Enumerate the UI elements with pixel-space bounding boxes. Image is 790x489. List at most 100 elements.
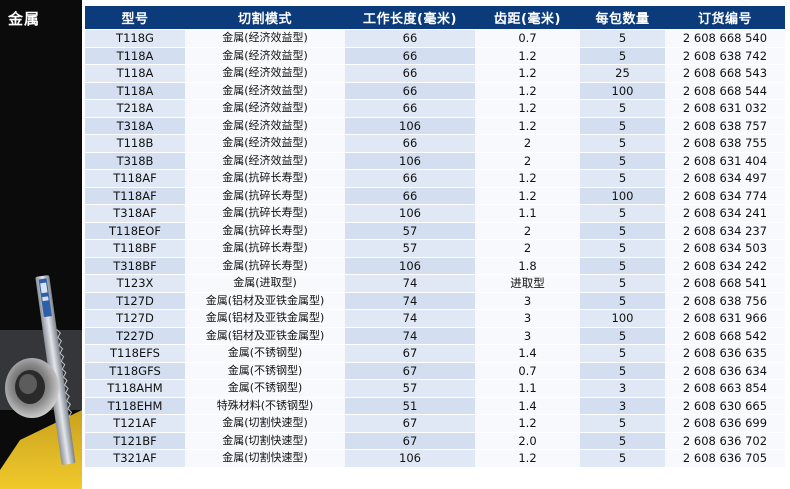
header-order-number: 订货编号 <box>665 6 785 29</box>
header-working-length: 工作长度(毫米) <box>345 6 475 29</box>
working-length-cell: 106 <box>345 117 475 134</box>
tooth-pitch-cell: 0.7 <box>475 362 580 379</box>
order-number-cell: 2 608 634 774 <box>665 187 785 204</box>
model-cell: T321AF <box>85 450 185 467</box>
model-cell: T318A <box>85 117 185 134</box>
pack-quantity-cell: 5 <box>580 135 665 152</box>
cutting-mode-cell: 金属(经济效益型) <box>185 82 345 99</box>
product-table-container: 型号 切割模式 工作长度(毫米) 齿距(毫米) 每包数量 订货编号 T118G 金… <box>85 5 785 485</box>
table-row: T318B 金属(经济效益型) 106 2 5 2 608 631 404 <box>85 152 785 169</box>
pack-quantity-cell: 5 <box>580 257 665 274</box>
model-cell: T118EHM <box>85 397 185 414</box>
cutting-mode-cell: 金属(经济效益型) <box>185 65 345 82</box>
header-pack-quantity: 每包数量 <box>580 6 665 29</box>
cutting-mode-cell: 金属(经济效益型) <box>185 30 345 47</box>
order-number-cell: 2 608 634 241 <box>665 205 785 222</box>
table-row: T118A 金属(经济效益型) 66 1.2 100 2 608 668 544 <box>85 82 785 99</box>
cutting-mode-cell: 金属(铝材及亚铁金属型) <box>185 292 345 309</box>
order-number-cell: 2 608 638 755 <box>665 135 785 152</box>
working-length-cell: 74 <box>345 292 475 309</box>
header-tooth-pitch: 齿距(毫米) <box>475 6 580 29</box>
order-number-cell: 2 608 636 699 <box>665 415 785 432</box>
pack-quantity-cell: 3 <box>580 397 665 414</box>
tooth-pitch-cell: 0.7 <box>475 30 580 47</box>
order-number-cell: 2 608 636 705 <box>665 450 785 467</box>
tooth-pitch-cell: 3 <box>475 310 580 327</box>
tooth-pitch-cell: 2 <box>475 135 580 152</box>
working-length-cell: 66 <box>345 65 475 82</box>
model-cell: T118EOF <box>85 222 185 239</box>
model-cell: T118AF <box>85 170 185 187</box>
order-number-cell: 2 608 634 497 <box>665 170 785 187</box>
order-number-cell: 2 608 636 634 <box>665 362 785 379</box>
working-length-cell: 106 <box>345 152 475 169</box>
cutting-mode-cell: 金属(不锈钢型) <box>185 380 345 397</box>
tooth-pitch-cell: 1.4 <box>475 345 580 362</box>
tooth-pitch-cell: 1.2 <box>475 82 580 99</box>
working-length-cell: 67 <box>345 415 475 432</box>
cutting-mode-cell: 金属(抗碎长寿型) <box>185 170 345 187</box>
order-number-cell: 2 608 668 543 <box>665 65 785 82</box>
cutting-mode-cell: 金属(切割快速型) <box>185 432 345 449</box>
tooth-pitch-cell: 1.2 <box>475 65 580 82</box>
table-row: T118G 金属(经济效益型) 66 0.7 5 2 608 668 540 <box>85 30 785 47</box>
pack-quantity-cell: 5 <box>580 415 665 432</box>
model-cell: T121BF <box>85 432 185 449</box>
model-cell: T118A <box>85 82 185 99</box>
table-row: T121BF 金属(切割快速型) 67 2.0 5 2 608 636 702 <box>85 432 785 449</box>
model-cell: T218A <box>85 100 185 117</box>
working-length-cell: 67 <box>345 345 475 362</box>
tooth-pitch-cell: 2 <box>475 152 580 169</box>
order-number-cell: 2 608 634 503 <box>665 240 785 257</box>
order-number-cell: 2 608 631 404 <box>665 152 785 169</box>
model-cell: T127D <box>85 310 185 327</box>
table-row: T123X 金属(进取型) 74 进取型 5 2 608 668 541 <box>85 275 785 292</box>
pack-quantity-cell: 5 <box>580 222 665 239</box>
order-number-cell: 2 608 668 542 <box>665 327 785 344</box>
pack-quantity-cell: 5 <box>580 47 665 64</box>
cutting-mode-cell: 金属(不锈钢型) <box>185 362 345 379</box>
working-length-cell: 51 <box>345 397 475 414</box>
side-image-panel: 金属 <box>0 0 82 489</box>
cutting-mode-cell: 金属(抗碎长寿型) <box>185 257 345 274</box>
cutting-mode-cell: 金属(经济效益型) <box>185 47 345 64</box>
table-row: T118AF 金属(抗碎长寿型) 66 1.2 5 2 608 634 497 <box>85 170 785 187</box>
cutting-mode-cell: 金属(进取型) <box>185 275 345 292</box>
cutting-mode-cell: 金属(铝材及亚铁金属型) <box>185 327 345 344</box>
tooth-pitch-cell: 3 <box>475 292 580 309</box>
model-cell: T318BF <box>85 257 185 274</box>
cutting-mode-cell: 金属(切割快速型) <box>185 415 345 432</box>
cutting-mode-cell: 金属(经济效益型) <box>185 100 345 117</box>
header-cutting-mode: 切割模式 <box>185 6 345 29</box>
table-body: T118G 金属(经济效益型) 66 0.7 5 2 608 668 540 T118A 金属… <box>85 30 785 467</box>
pack-quantity-cell: 5 <box>580 240 665 257</box>
tooth-pitch-cell: 1.8 <box>475 257 580 274</box>
table-row: T118A 金属(经济效益型) 66 1.2 5 2 608 638 742 <box>85 47 785 64</box>
model-cell: T318B <box>85 152 185 169</box>
pack-quantity-cell: 5 <box>580 30 665 47</box>
table-row: T118B 金属(经济效益型) 66 2 5 2 608 638 755 <box>85 135 785 152</box>
pack-quantity-cell: 5 <box>580 327 665 344</box>
table-row: T118A 金属(经济效益型) 66 1.2 25 2 608 668 543 <box>85 65 785 82</box>
model-cell: T118EFS <box>85 345 185 362</box>
table-row: T127D 金属(铝材及亚铁金属型) 74 3 100 2 608 631 966 <box>85 310 785 327</box>
cutting-mode-cell: 金属(铝材及亚铁金属型) <box>185 310 345 327</box>
pack-quantity-cell: 100 <box>580 82 665 99</box>
working-length-cell: 57 <box>345 240 475 257</box>
tooth-pitch-cell: 1.2 <box>475 117 580 134</box>
section-title: 金属 <box>8 10 41 28</box>
cutting-mode-cell: 金属(不锈钢型) <box>185 345 345 362</box>
table-row: T227D 金属(铝材及亚铁金属型) 74 3 5 2 608 668 542 <box>85 327 785 344</box>
order-number-cell: 2 608 663 854 <box>665 380 785 397</box>
table-row: T118EHM 特殊材料(不锈钢型) 51 1.4 3 2 608 630 665 <box>85 397 785 414</box>
table-row: T118EFS 金属(不锈钢型) 67 1.4 5 2 608 636 635 <box>85 345 785 362</box>
order-number-cell: 2 608 631 032 <box>665 100 785 117</box>
order-number-cell: 2 608 668 540 <box>665 30 785 47</box>
order-number-cell: 2 608 638 757 <box>665 117 785 134</box>
working-length-cell: 74 <box>345 275 475 292</box>
pack-quantity-cell: 3 <box>580 380 665 397</box>
working-length-cell: 66 <box>345 135 475 152</box>
table-row: T321AF 金属(切割快速型) 106 1.2 5 2 608 636 705 <box>85 450 785 467</box>
working-length-cell: 66 <box>345 170 475 187</box>
cutting-mode-cell: 金属(抗碎长寿型) <box>185 222 345 239</box>
